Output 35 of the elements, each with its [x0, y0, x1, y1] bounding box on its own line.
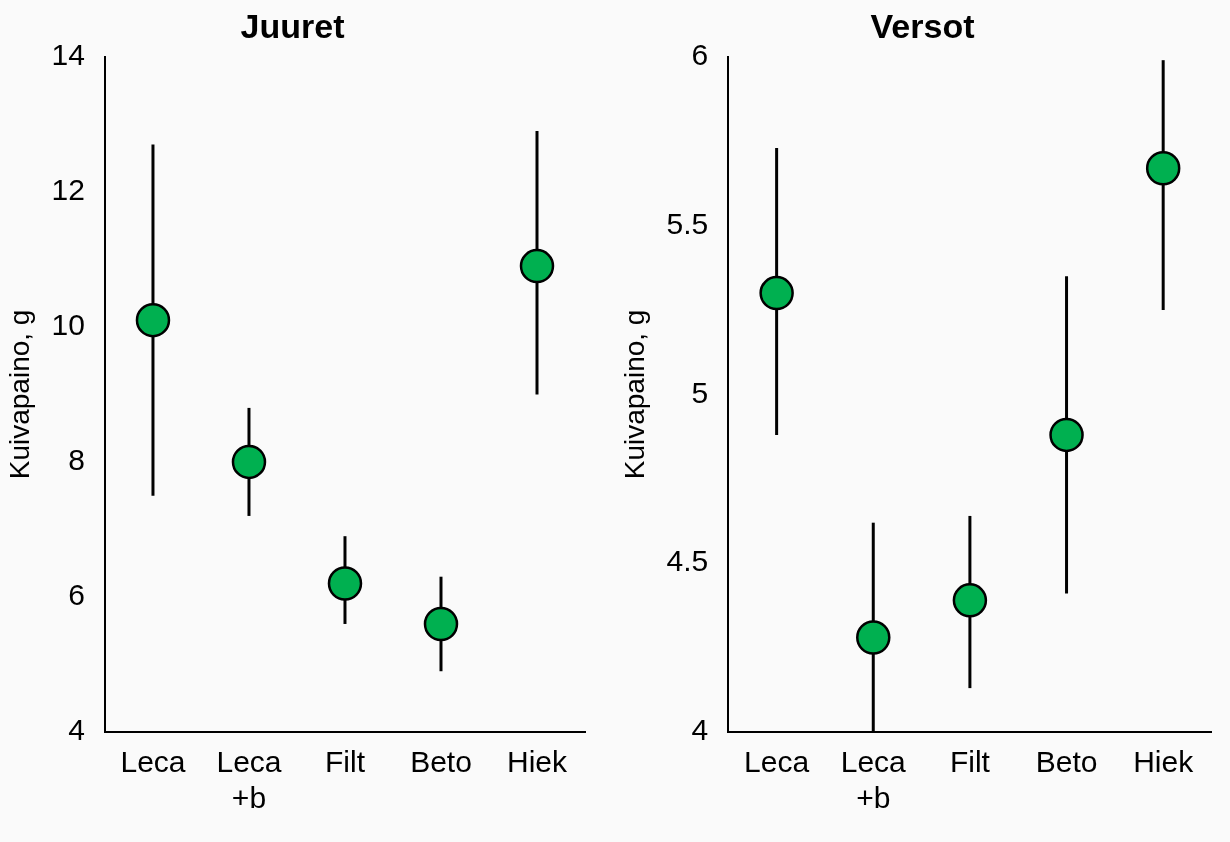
y-tick-label: 4 [68, 713, 85, 747]
x-tick-label: Leca [120, 745, 186, 779]
point [952, 583, 988, 618]
x-tick-label: Filt [949, 745, 991, 779]
point [519, 248, 555, 284]
y-axis-title: Kuivapaino, g [618, 309, 650, 480]
chart-title: Versot [870, 6, 975, 45]
x-tick-label: Beto [410, 745, 472, 779]
x-tick-label: Leca +b [840, 745, 907, 815]
point [231, 444, 267, 480]
y-tick-label: 5 [691, 375, 709, 409]
y-tick-label: 10 [51, 308, 85, 342]
point [135, 302, 171, 338]
y-tick-label: 6 [68, 578, 85, 612]
y-tick-label: 4 [691, 713, 709, 747]
point [759, 275, 794, 311]
point [1145, 150, 1181, 186]
y-tick-label: 4.5 [666, 544, 709, 578]
x-tick-label: Leca [744, 745, 810, 779]
point [856, 620, 891, 655]
x-tick-label: Hiek [1133, 745, 1195, 779]
point [327, 566, 363, 601]
y-tick-label: 6 [691, 38, 709, 72]
y-axis-title: Kuivapaino, g [3, 309, 35, 480]
x-tick-label: Leca +b [216, 745, 282, 815]
x-tick-label: Filt [324, 745, 366, 779]
x-tick-label: Hiek [506, 745, 568, 779]
point [1049, 417, 1084, 453]
y-tick-label: 8 [68, 443, 85, 477]
y-tick-label: 14 [51, 38, 85, 72]
y-tick-label: 12 [51, 173, 85, 207]
point [423, 606, 459, 642]
x-tick-label: Beto [1035, 745, 1098, 779]
y-tick-label: 5.5 [666, 206, 709, 240]
chart-title: Juuret [240, 6, 345, 45]
